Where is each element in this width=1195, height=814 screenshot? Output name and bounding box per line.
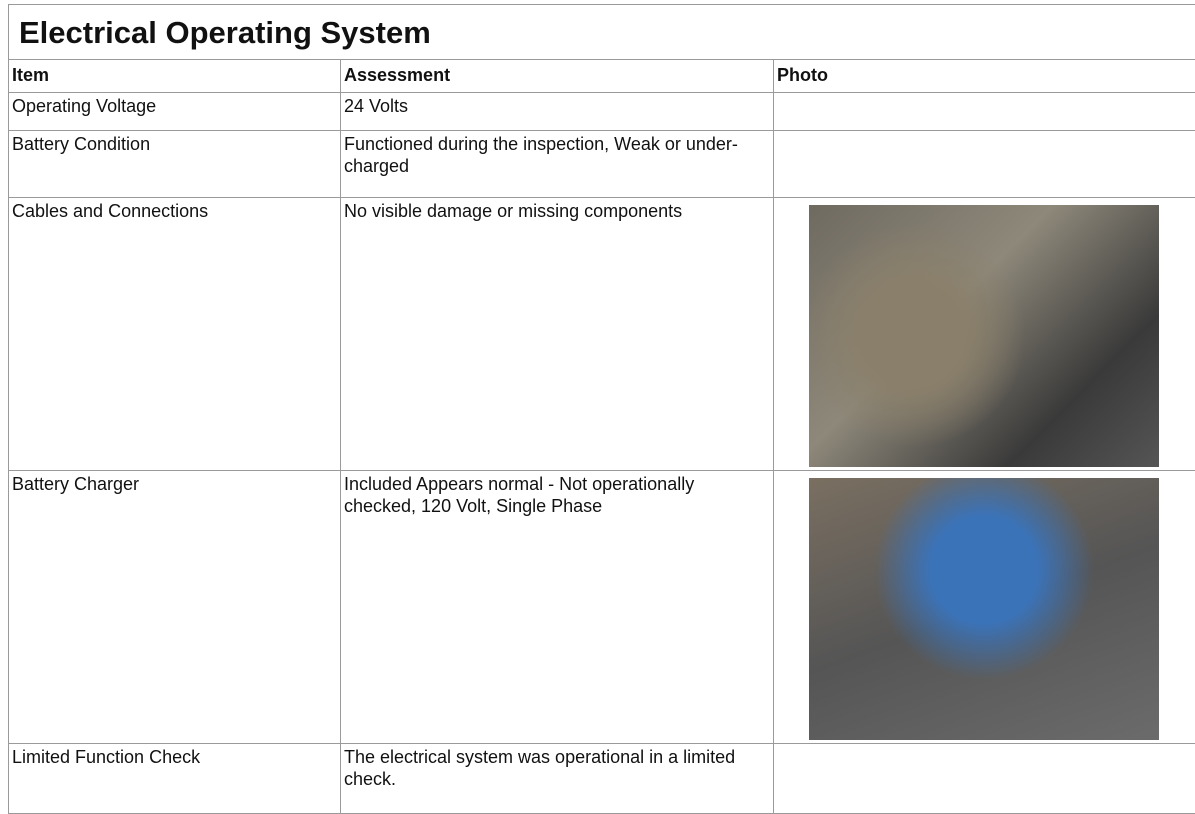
assessment-cell: Functioned during the inspection, Weak o… <box>341 131 774 198</box>
photo-cell <box>774 744 1195 814</box>
photo-cell <box>774 93 1195 131</box>
column-header: Assessment <box>341 60 774 93</box>
section-title: Electrical Operating System <box>9 5 1195 60</box>
photo-cell <box>774 471 1195 744</box>
row: Operating Voltage 24 Volts <box>9 93 1195 131</box>
item-cell: Battery Condition <box>9 131 341 198</box>
inspection-table: Electrical Operating System Item Assessm… <box>8 4 1195 814</box>
assessment-cell: No visible damage or missing components <box>341 198 774 471</box>
row: Battery Condition Functioned during the … <box>9 131 1195 198</box>
item-cell: Limited Function Check <box>9 744 341 814</box>
title-row: Electrical Operating System <box>9 5 1195 60</box>
column-header: Item <box>9 60 341 93</box>
charger-photo <box>809 478 1159 740</box>
item-cell: Battery Charger <box>9 471 341 744</box>
assessment-cell: The electrical system was operational in… <box>341 744 774 814</box>
column-header: Photo <box>774 60 1195 93</box>
photo-cell <box>774 198 1195 471</box>
row: Limited Function Check The electrical sy… <box>9 744 1195 814</box>
item-cell: Cables and Connections <box>9 198 341 471</box>
assessment-cell: Included Appears normal - Not operationa… <box>341 471 774 744</box>
assessment-cell: 24 Volts <box>341 93 774 131</box>
header-row: Item Assessment Photo <box>9 60 1195 93</box>
photo-cell <box>774 131 1195 198</box>
row: Cables and Connections No visible damage… <box>9 198 1195 471</box>
row: Battery Charger Included Appears normal … <box>9 471 1195 744</box>
battery-photo <box>809 205 1159 467</box>
item-cell: Operating Voltage <box>9 93 341 131</box>
